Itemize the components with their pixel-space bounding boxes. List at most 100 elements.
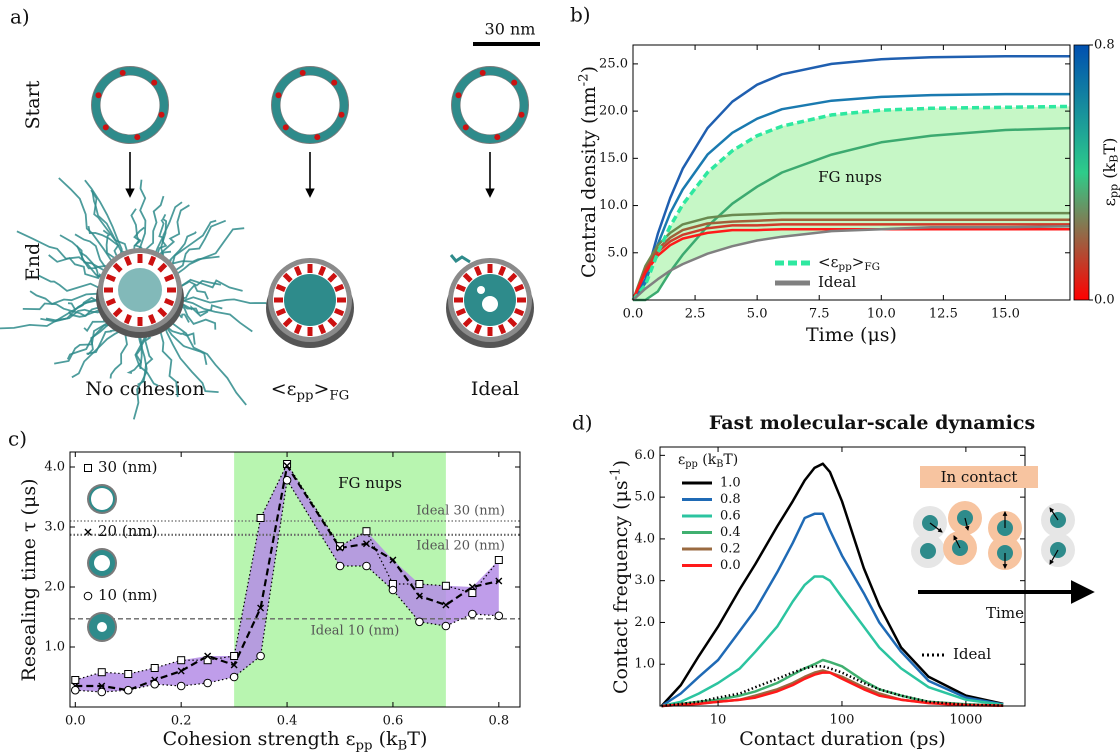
anchor-site [511, 79, 518, 86]
y-tick-label: 25.0 [599, 56, 628, 71]
anchor-segment [473, 265, 482, 277]
chart-title: Fast molecular-scale dynamics [709, 412, 1035, 434]
y-axis-label: Central density (nm-2) [576, 66, 600, 278]
text-part: (k [698, 452, 717, 468]
colorbar-label: εpp (kBT) [1100, 138, 1120, 207]
fg-filament [16, 230, 114, 284]
reference-label: Ideal 30 (nm) [416, 504, 505, 519]
anchor-segment [462, 317, 473, 328]
anchor-segment [498, 323, 507, 335]
anchor-segment [275, 308, 287, 317]
y-tick-label: 1.0 [634, 657, 655, 672]
axes-frame [659, 446, 1026, 707]
anchor-segment [163, 298, 175, 307]
anchor-site [331, 79, 338, 86]
y-axis-label: Contact frequency (μs-1) [608, 460, 632, 694]
marker [415, 580, 424, 588]
y-tick-label: 4.0 [634, 531, 655, 546]
marker [257, 604, 265, 612]
x-tick-label: 15.0 [991, 307, 1020, 322]
text-part: ε [678, 452, 685, 468]
text-part: ε [1100, 198, 1119, 206]
anchor-segment [123, 313, 132, 325]
pore-inner [100, 75, 160, 135]
fg-filament [153, 320, 179, 398]
legend-label: 0.6 [720, 509, 741, 524]
anchor-segment [507, 272, 518, 283]
anchor-site [275, 92, 282, 99]
legend-marker [83, 591, 93, 601]
legend-label: 20 (nm) [98, 522, 157, 540]
panel-label: d) [572, 411, 593, 435]
motion-arrow [1049, 549, 1059, 565]
fg-filament [22, 300, 112, 317]
x-tick-label: 5.0 [747, 307, 768, 322]
inset-label-box [920, 466, 1038, 488]
series-line [631, 104, 1071, 302]
y-tick-label: 10.0 [599, 198, 628, 213]
x-tick-label: 100 [830, 713, 855, 728]
anchor-segment [333, 283, 345, 292]
x-tick-label: 1000 [949, 713, 982, 728]
anchor-segment [148, 313, 157, 325]
x-tick-label: 0.8 [488, 714, 509, 729]
marker [362, 527, 371, 536]
particle [920, 543, 936, 559]
y-axis-label: Resealing time τ (μs) [18, 479, 40, 682]
marker [388, 585, 398, 595]
x-axis-label: Time (μs) [806, 324, 897, 346]
y-tick-label: 3.0 [634, 573, 655, 588]
scale-bar [473, 42, 540, 46]
series-line [661, 575, 1004, 708]
reference-label: Ideal 20 (nm) [416, 538, 505, 553]
text-part: <ε [818, 253, 839, 271]
text-part: ) [610, 460, 632, 467]
anchor-segment [318, 265, 327, 277]
marker [177, 667, 185, 675]
text-part: -1 [608, 467, 623, 480]
span-label: FG nups [338, 474, 402, 492]
anchor-segment [148, 255, 157, 267]
legend-label: 10 (nm) [98, 586, 157, 604]
anchor-site [455, 92, 462, 99]
marker [98, 682, 106, 690]
marker [362, 540, 370, 548]
marker [97, 668, 106, 677]
fg-filament [161, 314, 247, 406]
time-label: Time [986, 604, 1024, 622]
text-part: (k [1100, 162, 1119, 183]
anchor-segment [157, 262, 168, 273]
anchor-segment [455, 308, 467, 317]
anchor-segment [112, 307, 123, 318]
pore-fg-layer [452, 67, 528, 143]
marker [389, 556, 397, 564]
text-part: <ε [271, 378, 297, 400]
x-tick-label: 2.5 [685, 307, 706, 322]
marker [336, 542, 344, 551]
panel-label: a) [10, 5, 30, 29]
series-line [631, 211, 1070, 301]
x-axis-label: Contact duration (ps) [739, 728, 945, 750]
anchor-segment [473, 323, 482, 335]
marker [97, 687, 107, 697]
anchor-segment [105, 298, 117, 307]
anchor-site [299, 69, 306, 76]
marker [468, 583, 476, 591]
y-tick-label: 5.0 [634, 490, 655, 505]
scale-bar-label: 30 nm [485, 20, 536, 39]
pore-fg-layer [272, 67, 348, 143]
x-tick-label: 0.0 [65, 714, 86, 729]
anchor-site [102, 124, 109, 131]
row-label: Start [22, 80, 44, 129]
marker [495, 577, 503, 585]
fg-hole [477, 286, 485, 294]
anchor-segment [455, 283, 467, 292]
marker [335, 561, 345, 571]
marker [256, 651, 265, 661]
marker [150, 679, 160, 689]
anchor-site [494, 134, 501, 141]
annotation: FG nups [818, 168, 882, 186]
anchor-site [282, 124, 289, 131]
legend-label: 30 (nm) [98, 458, 157, 476]
y-tick-label: 2.0 [634, 615, 655, 630]
